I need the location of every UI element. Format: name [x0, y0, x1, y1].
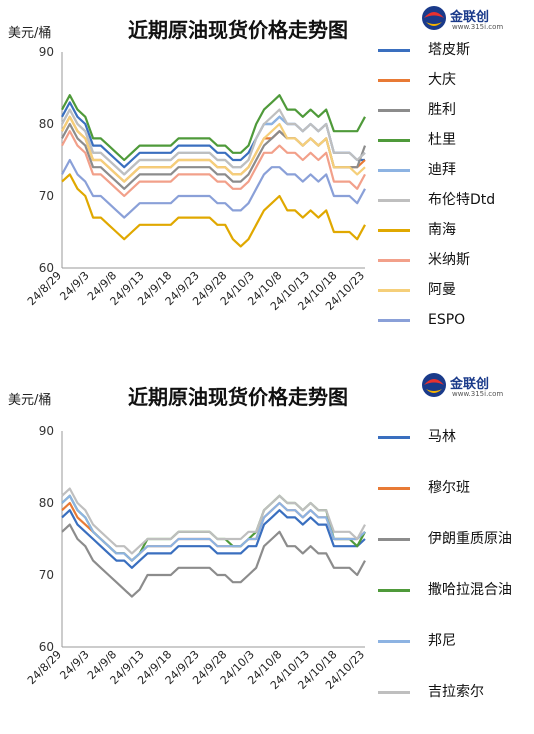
logo-name: 金联创 — [450, 10, 490, 25]
series-line — [61, 115, 366, 183]
series-line — [61, 108, 366, 176]
x-tick-label: 24/9/3 — [57, 269, 91, 303]
legend-label: 阿曼 — [428, 282, 456, 298]
legend-swatch — [378, 487, 410, 490]
legend-swatch — [378, 436, 410, 439]
series-line — [61, 94, 366, 162]
legend-label: 伊朗重质原油 — [428, 531, 512, 547]
legend-swatch — [378, 538, 410, 541]
legend-swatch — [378, 49, 410, 52]
logo-icon — [422, 6, 446, 30]
legend-label: 大庆 — [428, 72, 456, 88]
legend-swatch — [378, 589, 410, 592]
legend-label: 布伦特Dtd — [428, 192, 496, 208]
y-axis-unit-label: 美元/桶 — [8, 26, 52, 41]
legend-swatch — [378, 640, 410, 643]
logo-name: 金联创 — [450, 377, 490, 392]
y-tick-label: 60 — [39, 261, 54, 275]
chart-title: 近期原油现货价格走势图 — [128, 18, 348, 42]
legend-label: 吉拉索尔 — [428, 684, 484, 700]
y-tick-label: 90 — [39, 45, 54, 59]
legend-swatch — [378, 259, 410, 262]
line-chart-1: 6070809024/8/2924/9/324/9/824/9/1324/9/1… — [25, 45, 367, 313]
series-line — [61, 487, 366, 555]
legend-label: 南海 — [428, 222, 456, 238]
legend-swatch — [378, 199, 410, 202]
legend-label: 邦尼 — [428, 633, 456, 649]
legend-label: 撒哈拉混合油 — [428, 582, 512, 598]
legend-swatch — [378, 139, 410, 142]
series-line — [61, 494, 366, 562]
legend-swatch — [378, 109, 410, 112]
line-chart-2: 6070809024/8/2924/9/324/9/824/9/1324/9/1… — [25, 424, 367, 692]
logo-icon — [422, 373, 446, 397]
legend-swatch — [378, 229, 410, 232]
chart-panel-1: 美元/桶 近期原油现货价格走势图 金联创 www.315i.com 60 70 80… — [8, 4, 530, 328]
legend-swatch — [378, 169, 410, 172]
legend-label: 杜里 — [428, 132, 456, 148]
legend-label: 穆尔班 — [428, 480, 470, 496]
legend-label: 米纳斯 — [428, 252, 470, 268]
logo-url: www.315i.com — [452, 390, 504, 398]
brand-logo: 金联创 www.315i.com — [420, 371, 530, 403]
legend-swatch — [378, 79, 410, 82]
legend-label: ESPO — [428, 312, 466, 328]
series-line — [61, 130, 366, 198]
brand-logo: 金联创 www.315i.com — [420, 4, 530, 36]
y-tick-label: 70 — [39, 568, 54, 582]
y-tick-label: 80 — [39, 117, 54, 131]
series-line — [61, 158, 366, 219]
logo-url: www.315i.com — [452, 23, 504, 31]
y-tick-label: 70 — [39, 189, 54, 203]
legend-label: 迪拜 — [428, 162, 456, 178]
legend-label: 胜利 — [428, 102, 456, 118]
legend-swatch — [378, 289, 410, 292]
y-tick-label: 60 — [39, 640, 54, 654]
series-line — [61, 509, 366, 569]
x-tick-label: 24/9/3 — [57, 648, 91, 682]
legend-swatch — [378, 319, 410, 322]
legend-label: 塔皮斯 — [428, 42, 470, 58]
legend-label: 马林 — [428, 429, 456, 445]
series-line — [61, 173, 366, 248]
y-tick-label: 80 — [39, 496, 54, 510]
legend-swatch — [378, 691, 410, 694]
y-tick-label: 90 — [39, 424, 54, 438]
y-axis-unit-label: 美元/桶 — [8, 393, 52, 408]
series-line — [61, 523, 366, 598]
chart-panel-2: 美元/桶 近期原油现货价格走势图 金联创 www.315i.com 60 70 80… — [0, 367, 534, 734]
chart-title: 近期原油现货价格走势图 — [128, 385, 348, 409]
